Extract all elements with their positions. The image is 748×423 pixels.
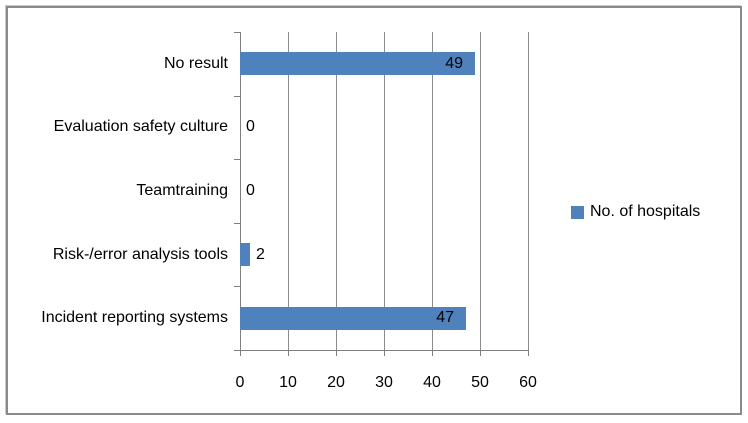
x-tick-label-0: 0 [235, 374, 245, 391]
y-axis-tick-3 [234, 223, 240, 224]
data-label-evaluation-safety-culture: 0 [246, 118, 255, 135]
y-axis-line [240, 32, 241, 350]
category-label-incident-reporting-systems: Incident reporting systems [41, 309, 228, 326]
gridline-x-50 [480, 32, 481, 350]
y-axis-tick-5 [234, 350, 240, 351]
data-label-risk-error-analysis-tools: 2 [256, 246, 265, 263]
x-axis-tick-0 [240, 350, 241, 356]
bar-incident-reporting-systems[interactable] [240, 307, 466, 330]
gridline-x-60 [528, 32, 529, 350]
x-axis-tick-20 [336, 350, 337, 356]
x-tick-label-60: 60 [519, 374, 537, 391]
y-axis-tick-4 [234, 286, 240, 287]
bar-no-result[interactable] [240, 52, 475, 75]
gridline-x-10 [288, 32, 289, 350]
y-axis-tick-2 [234, 159, 240, 160]
x-tick-label-20: 20 [327, 374, 345, 391]
bar-risk-error-analysis-tools[interactable] [240, 243, 250, 266]
data-label-teamtraining: 0 [246, 182, 255, 199]
gridline-x-20 [336, 32, 337, 350]
x-axis-tick-50 [480, 350, 481, 356]
category-label-teamtraining: Teamtraining [136, 182, 228, 199]
category-label-risk-error-analysis-tools: Risk-/error analysis tools [52, 246, 228, 263]
y-axis-tick-0 [234, 32, 240, 33]
x-axis-tick-40 [432, 350, 433, 356]
legend-swatch-icon [571, 205, 584, 219]
data-label-incident-reporting-systems: 47 [436, 309, 454, 326]
gridline-x-40 [432, 32, 433, 350]
data-label-no-result: 49 [445, 55, 463, 72]
category-label-evaluation-safety-culture: Evaluation safety culture [53, 118, 228, 135]
legend[interactable]: No. of hospitals [571, 203, 700, 221]
x-axis-tick-30 [384, 350, 385, 356]
x-axis-tick-60 [528, 350, 529, 356]
category-label-no-result: No result [163, 55, 228, 72]
x-tick-label-30: 30 [375, 374, 393, 391]
x-tick-label-40: 40 [423, 374, 441, 391]
x-tick-label-10: 10 [279, 374, 297, 391]
y-axis-tick-1 [234, 96, 240, 97]
x-axis-tick-10 [288, 350, 289, 356]
legend-label: No. of hospitals [590, 203, 701, 220]
x-tick-label-50: 50 [471, 374, 489, 391]
gridline-x-30 [384, 32, 385, 350]
